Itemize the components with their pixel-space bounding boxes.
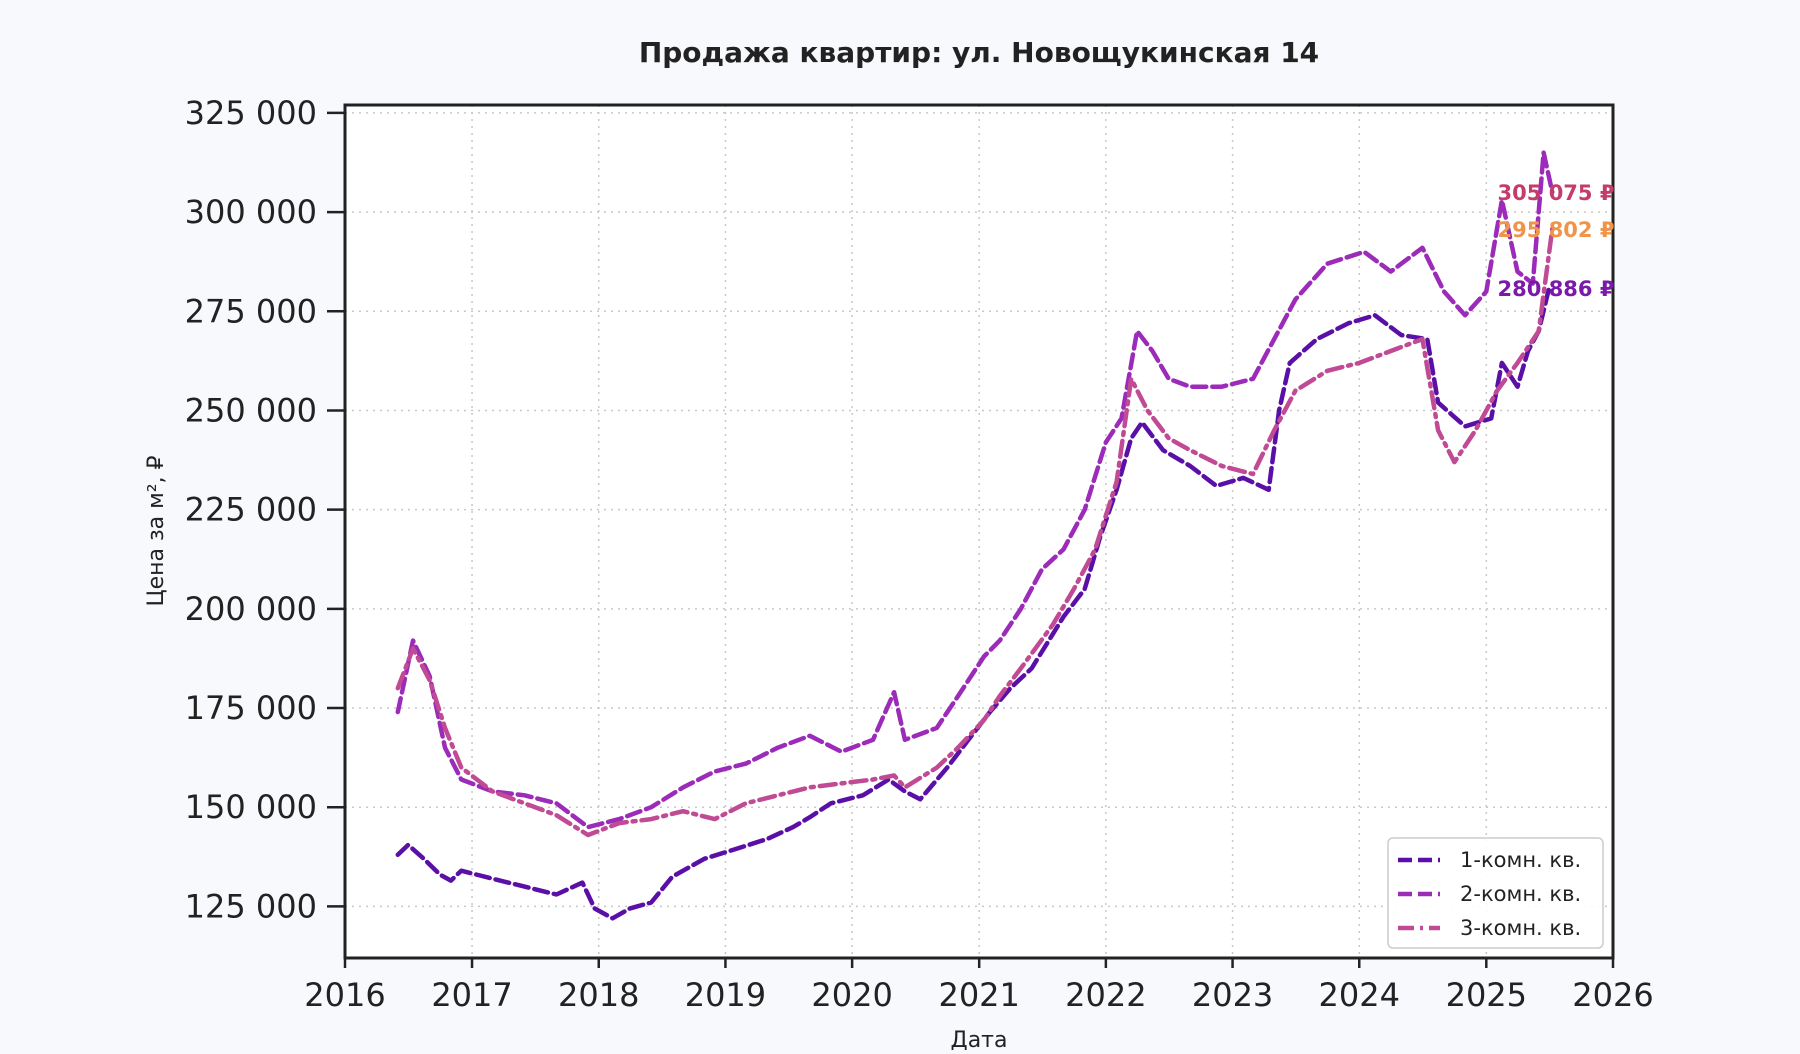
value-annotation: 295 802 ₽ [1498, 218, 1615, 242]
x-tick-label: 2026 [1572, 976, 1653, 1014]
y-tick-label: 175 000 [185, 689, 317, 727]
y-tick-label: 200 000 [185, 590, 317, 628]
series-group [395, 150, 1555, 921]
legend-box [1387, 837, 1604, 949]
y-tick-label: 325 000 [185, 94, 317, 132]
legend-label: 3-комн. кв. [1460, 916, 1581, 940]
x-tick-label: 2020 [811, 976, 892, 1014]
value-annotation: 280 886 ₽ [1498, 277, 1615, 301]
x-tick-label: 2019 [685, 976, 766, 1014]
legend: 1-комн. кв. 2-комн. кв. 3-комн. кв. [1387, 837, 1604, 949]
value-annotation: 305 075 ₽ [1498, 181, 1615, 205]
series-line-2 [395, 150, 1555, 830]
x-tick-label: 2016 [304, 976, 385, 1014]
series-line-1 [395, 285, 1552, 921]
x-tick-label: 2021 [938, 976, 1019, 1014]
y-tick-label: 225 000 [185, 491, 317, 529]
x-tick-label: 2017 [431, 976, 512, 1014]
legend-label: 1-комн. кв. [1460, 848, 1581, 872]
y-tick-label: 250 000 [185, 391, 317, 429]
x-tick-label: 2022 [1065, 976, 1146, 1014]
y-tick-label: 300 000 [185, 193, 317, 231]
x-tick-label: 2023 [1192, 976, 1273, 1014]
y-axis-label: Цена за м², ₽ [144, 455, 169, 606]
x-tick-label: 2018 [558, 976, 639, 1014]
legend-label: 2-комн. кв. [1460, 882, 1581, 906]
x-tick-label: 2024 [1319, 976, 1400, 1014]
axes: 2016 2017 2018 2019 2020 2021 2022 2023 2024 2025… [185, 94, 1654, 1014]
x-axis-label: Дата [951, 1028, 1008, 1050]
series-line-3 [395, 226, 1555, 838]
chart-title: Продажа квартир: ул. Новощукинская 14 [639, 36, 1319, 69]
y-tick-label: 150 000 [185, 788, 317, 826]
grid-lines [344, 105, 1614, 958]
x-tick-label: 2025 [1446, 976, 1527, 1014]
y-tick-label: 125 000 [185, 887, 317, 925]
value-annotations: 305 075 ₽ 295 802 ₽ 280 886 ₽ [1498, 181, 1615, 301]
y-tick-label: 275 000 [185, 292, 317, 330]
